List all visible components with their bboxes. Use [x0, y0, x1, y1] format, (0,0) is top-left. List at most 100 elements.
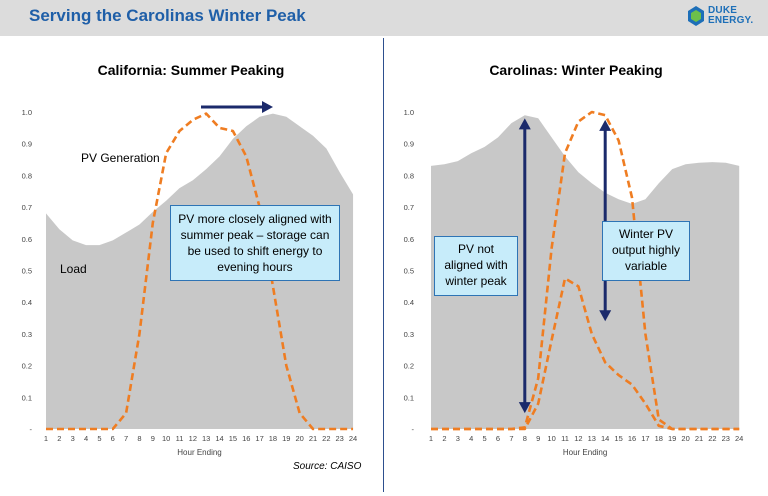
- x-tick-label: 22: [708, 434, 716, 443]
- y-tick-label: 0.3: [404, 330, 414, 339]
- y-tick-label: 0.8: [22, 171, 32, 180]
- x-tick-label: 24: [349, 434, 357, 443]
- load-area: [431, 115, 740, 429]
- y-tick-label: -: [30, 425, 33, 434]
- double-arrow-head-up: [599, 119, 612, 131]
- x-tick-label: 12: [574, 434, 582, 443]
- y-tick-label: 1.0: [404, 108, 414, 117]
- x-tick-label: 24: [735, 434, 743, 443]
- y-tick-label: 0.5: [22, 267, 32, 276]
- x-tick-label: 21: [695, 434, 703, 443]
- y-tick-label: 0.8: [404, 171, 414, 180]
- x-tick-label: 18: [655, 434, 663, 443]
- y-tick-label: 0.7: [404, 203, 414, 212]
- y-tick-label: 0.4: [404, 298, 414, 307]
- x-tick-label: 11: [561, 434, 569, 443]
- callout-line: winter peak: [445, 274, 507, 288]
- summer-callout: PV more closely aligned with summer peak…: [170, 205, 340, 281]
- title-bar: [0, 0, 768, 36]
- x-tick-label: 7: [509, 434, 513, 443]
- y-tick-label: -: [412, 425, 415, 434]
- x-tick-label: 13: [588, 434, 596, 443]
- x-tick-label: 10: [547, 434, 555, 443]
- pv-generation-line: [46, 112, 354, 431]
- callout-line: variable: [624, 259, 668, 273]
- chart-title: California: Summer Peaking: [98, 62, 285, 78]
- x-tick-label: 12: [189, 434, 197, 443]
- y-tick-label: 0.1: [404, 393, 414, 402]
- y-tick-label: 0.7: [22, 203, 32, 212]
- x-tick-label: 13: [202, 434, 210, 443]
- callout-line: output highly: [611, 243, 681, 257]
- x-tick-label: 8: [523, 434, 527, 443]
- callout-line: PV more closely aligned with: [178, 212, 332, 226]
- y-tick-label: 0.4: [22, 298, 32, 307]
- x-tick-label: 20: [295, 434, 303, 443]
- pv-generation-line: [431, 277, 740, 431]
- x-axis-label: Hour Ending: [563, 448, 607, 457]
- double-arrow-head-down: [599, 310, 612, 322]
- callout-line: summer peak – storage can: [180, 228, 330, 242]
- x-tick-label: 9: [536, 434, 540, 443]
- callout-line: be used to shift energy to: [187, 244, 323, 258]
- callout-line: evening hours: [217, 260, 293, 274]
- x-tick-label: 7: [124, 434, 128, 443]
- x-tick-label: 23: [336, 434, 344, 443]
- pv-not-aligned-callout: PV not aligned with winter peak: [434, 236, 518, 296]
- x-tick-label: 20: [681, 434, 689, 443]
- x-tick-label: 5: [483, 434, 487, 443]
- x-tick-label: 1: [429, 434, 433, 443]
- source-note: Source: CAISO: [293, 461, 362, 472]
- winter-pv-variable-callout: Winter PV output highly variable: [602, 221, 690, 281]
- x-tick-label: 6: [496, 434, 500, 443]
- x-tick-label: 21: [309, 434, 317, 443]
- x-tick-label: 19: [668, 434, 676, 443]
- x-tick-label: 6: [111, 434, 115, 443]
- logo-mark-icon: [688, 6, 704, 26]
- callout-line: PV not: [457, 242, 495, 256]
- panel-divider: [383, 38, 384, 492]
- pv-generation-label: PV Generation: [81, 151, 160, 165]
- slide-title: Serving the Carolinas Winter Peak: [29, 6, 306, 25]
- x-axis-label: Hour Ending: [177, 448, 221, 457]
- x-tick-label: 3: [71, 434, 75, 443]
- x-tick-label: 17: [641, 434, 649, 443]
- x-tick-label: 8: [137, 434, 141, 443]
- x-tick-label: 18: [269, 434, 277, 443]
- y-tick-label: 0.2: [22, 362, 32, 371]
- x-tick-label: 10: [162, 434, 170, 443]
- x-tick-label: 19: [282, 434, 290, 443]
- y-tick-label: 0.9: [404, 140, 414, 149]
- x-tick-label: 4: [84, 434, 88, 443]
- callout-line: aligned with: [444, 258, 508, 272]
- y-tick-label: 0.9: [22, 140, 32, 149]
- y-tick-label: 0.5: [404, 267, 414, 276]
- x-tick-label: 15: [614, 434, 622, 443]
- logo-wordmark: DUKE ENERGY.: [708, 6, 753, 26]
- x-tick-label: 11: [176, 434, 184, 443]
- load-label: Load: [60, 262, 87, 276]
- callout-line: Winter PV: [618, 227, 673, 241]
- x-tick-label: 3: [456, 434, 460, 443]
- x-tick-label: 14: [601, 434, 609, 443]
- y-tick-label: 0.2: [404, 362, 414, 371]
- duke-energy-logo: DUKE ENERGY.: [686, 5, 760, 31]
- y-tick-label: 1.0: [22, 108, 32, 117]
- logo-line1: DUKE: [708, 5, 738, 16]
- y-tick-label: 0.1: [22, 393, 32, 402]
- x-tick-label: 1: [44, 434, 48, 443]
- y-tick-label: 0.6: [22, 235, 32, 244]
- logo-line2: ENERGY.: [708, 15, 754, 26]
- double-arrow-head-down: [518, 402, 531, 414]
- x-tick-label: 2: [442, 434, 446, 443]
- x-tick-label: 5: [97, 434, 101, 443]
- x-tick-label: 14: [215, 434, 223, 443]
- x-tick-label: 4: [469, 434, 473, 443]
- x-tick-label: 22: [322, 434, 330, 443]
- x-tick-label: 15: [229, 434, 237, 443]
- x-tick-label: 16: [628, 434, 636, 443]
- x-tick-label: 17: [255, 434, 263, 443]
- chart-title: Carolinas: Winter Peaking: [489, 62, 662, 78]
- x-tick-label: 23: [722, 434, 730, 443]
